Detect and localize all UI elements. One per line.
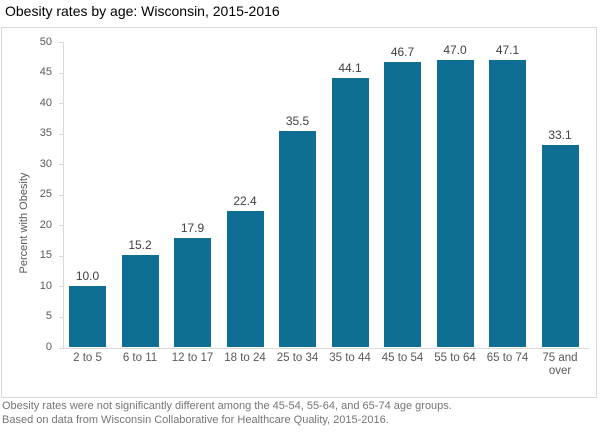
x-tick-label: 35 to 44: [329, 352, 371, 364]
bar-value-label: 10.0: [75, 269, 100, 284]
y-tick-mark: [59, 316, 63, 318]
bar-value-label: 46.7: [390, 45, 415, 60]
chart-title: Obesity rates by age: Wisconsin, 2015-20…: [5, 3, 280, 19]
x-tick-label: 75 and over: [542, 352, 578, 377]
bar: [384, 62, 421, 348]
y-tick-mark: [59, 164, 63, 166]
bar-value-label: 44.1: [338, 61, 362, 76]
x-tick-label: 6 to 11: [122, 352, 158, 364]
x-tick-label: 2 to 5: [73, 352, 102, 364]
y-tick-label: 15: [39, 249, 52, 262]
footnote-line-2: Based on data from Wisconsin Collaborati…: [2, 414, 389, 426]
bar: [226, 210, 264, 348]
y-tick-label: 5: [45, 310, 52, 323]
y-tick-label: 45: [39, 66, 52, 79]
y-tick-label: 0: [45, 341, 52, 353]
chart-footnote: Obesity rates were not significantly dif…: [2, 399, 452, 427]
y-tick-mark: [59, 225, 63, 227]
y-tick-mark: [59, 103, 63, 105]
y-tick-mark: [59, 72, 63, 74]
y-axis-line: [63, 42, 64, 349]
y-tick-mark: [59, 347, 63, 349]
bar: [279, 130, 316, 348]
bar-value-label: 22.4: [233, 193, 257, 208]
y-tick-mark: [59, 286, 63, 288]
bar: [331, 78, 369, 348]
y-tick-label: 50: [39, 35, 52, 48]
y-tick-mark: [59, 194, 63, 196]
y-tick-mark: [59, 255, 63, 257]
x-tick-label: 25 to 34: [276, 352, 319, 364]
bar-value-label: 47.1: [495, 42, 520, 57]
x-axis-line: [63, 347, 589, 349]
bar: [121, 254, 159, 348]
bar: [489, 59, 526, 348]
x-tick-label: 18 to 24: [224, 352, 266, 364]
bar: [174, 238, 211, 348]
y-tick-mark: [59, 133, 63, 135]
y-tick-label: 30: [39, 157, 52, 170]
y-tick-label: 10: [39, 279, 52, 292]
x-tick-label: 55 to 64: [434, 352, 476, 364]
bar-value-label: 15.2: [128, 237, 152, 252]
x-tick-label: 12 to 17: [171, 352, 214, 364]
y-tick-label: 25: [39, 188, 52, 201]
bar-value-label: 35.5: [285, 113, 310, 128]
footnote-line-1: Obesity rates were not significantly dif…: [2, 400, 452, 412]
bar-value-label: 17.9: [180, 221, 205, 236]
y-tick-label: 40: [39, 96, 52, 109]
bar-value-label: 33.1: [548, 128, 572, 143]
bar: [541, 145, 579, 348]
bar: [69, 286, 106, 348]
y-tick-label: 35: [39, 127, 52, 140]
bar-value-label: 47.0: [443, 43, 467, 58]
x-tick-label: 65 to 74: [486, 352, 529, 364]
bar: [436, 60, 474, 348]
x-tick-label: 45 to 54: [381, 352, 424, 364]
y-tick-mark: [59, 42, 63, 43]
y-tick-label: 20: [39, 218, 52, 231]
